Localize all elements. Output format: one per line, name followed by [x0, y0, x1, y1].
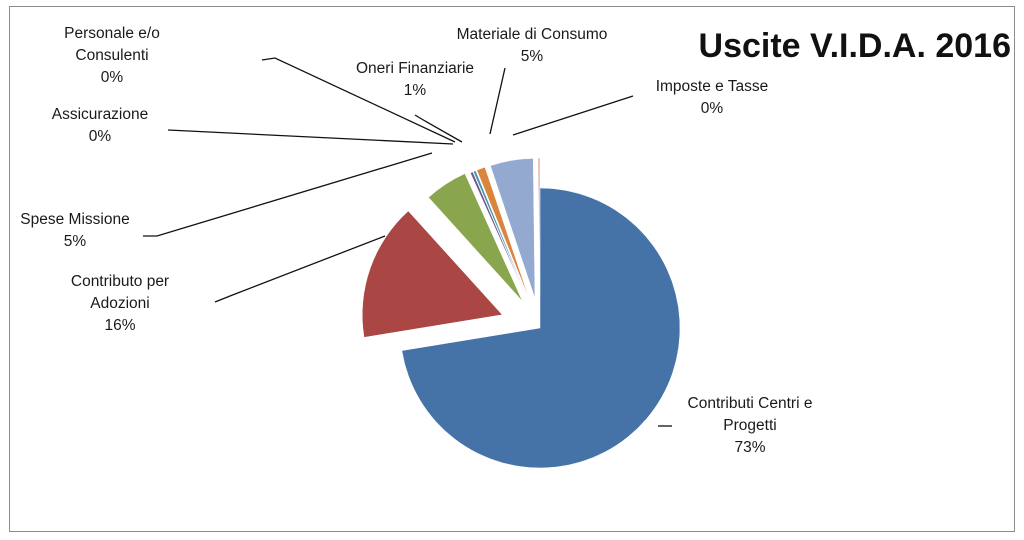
data-label-text: Contributo per: [71, 273, 169, 290]
data-label-personale-e-o-consulenti: Personale e/o Consulenti 0%: [64, 25, 160, 86]
data-label-value: 5%: [64, 233, 87, 250]
leader-line-imposte-e-tasse: [512, 95, 634, 136]
leader-line-assicurazione: [167, 129, 454, 145]
pie-slices: [362, 157, 681, 469]
data-label-text: Personale e/o: [64, 25, 160, 42]
data-label-contributo-per-adozioni: Contributo per Adozioni 16%: [71, 273, 169, 334]
pie-slice-personale-e-o-consulenti: [472, 170, 529, 301]
leader-line-personale-e-o-consulenti: [261, 57, 456, 143]
data-label-text: Progetti: [723, 417, 776, 434]
data-labels: Contributi Centri e Progetti 73% Contributo…: [20, 25, 812, 456]
data-label-value: 0%: [701, 100, 724, 117]
data-label-text: Materiale di Consumo: [457, 26, 608, 43]
data-label-oneri-finanziarie: Oneri Finanziarie 1%: [356, 60, 474, 99]
data-label-text: Oneri Finanziarie: [356, 60, 474, 77]
leader-line-spese-missione: [143, 152, 433, 237]
data-label-value: 73%: [734, 439, 765, 456]
data-label-text: Contributi Centri e: [688, 395, 813, 412]
data-label-text: Assicurazione: [52, 106, 149, 123]
data-label-value: 16%: [104, 317, 135, 334]
leader-line-contributo-per-adozioni: [214, 235, 386, 303]
data-label-value: 0%: [89, 128, 112, 145]
pie-slice-imposte-e-tasse: [537, 157, 541, 299]
pie-slice-contributo-per-adozioni: [362, 210, 503, 338]
leader-line-oneri-finanziarie: [414, 114, 463, 143]
pie-slice-contributi-centri-e-progetti: [401, 187, 681, 469]
data-label-contributi-centri-e-progetti: Contributi Centri e Progetti 73%: [688, 395, 813, 456]
data-label-assicurazione: Assicurazione 0%: [52, 106, 149, 145]
leader-lines: [143, 57, 672, 427]
data-label-text: Spese Missione: [20, 211, 129, 228]
chart-title: Uscite V.I.D.A. 2016: [699, 27, 1011, 65]
leader-line-materiale-di-consumo: [489, 67, 506, 135]
data-label-spese-missione: Spese Missione 5%: [20, 211, 129, 250]
data-label-value: 5%: [521, 48, 544, 65]
data-label-text: Adozioni: [90, 295, 149, 312]
data-label-imposte-e-tasse: Imposte e Tasse 0%: [656, 78, 769, 117]
pie-slice-spese-missione: [428, 173, 523, 302]
pie-slice-assicurazione: [470, 171, 529, 301]
data-label-value: 0%: [101, 69, 124, 86]
data-label-materiale-di-consumo: Materiale di Consumo 5%: [457, 26, 608, 65]
data-label-text: Imposte e Tasse: [656, 78, 769, 95]
pie-slice-materiale-di-consumo: [490, 158, 536, 299]
data-label-value: 1%: [404, 82, 427, 99]
pie-slice-oneri-finanziarie: [476, 166, 530, 300]
data-label-text: Consulenti: [75, 47, 148, 64]
